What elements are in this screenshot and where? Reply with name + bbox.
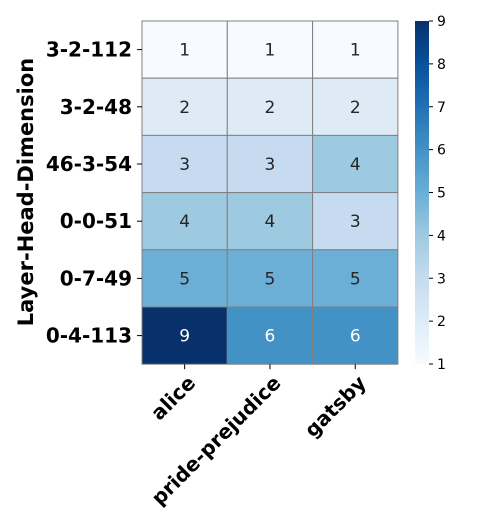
cell-value-label: 6: [350, 327, 361, 347]
heatmap-cell: [312, 20, 399, 79]
cell-value-label: 5: [179, 269, 190, 289]
cell-value-label: 3: [179, 155, 190, 175]
cell-value-label: 1: [179, 41, 190, 61]
x-tick-label: gatsby: [300, 371, 371, 442]
y-tick-label: 3-2-112: [46, 38, 132, 62]
colorbar-tick-label: 3: [437, 271, 446, 287]
heatmap-cell: [312, 77, 399, 136]
cell-value-label: 5: [265, 269, 276, 289]
y-tick-label: 46-3-54: [46, 152, 132, 176]
x-tick-label: alice: [146, 371, 200, 425]
cell-value-label: 1: [350, 41, 361, 61]
colorbar-tick-label: 5: [437, 186, 446, 202]
heatmap-cell: [312, 306, 399, 365]
cell-value-label: 4: [265, 212, 276, 232]
heatmap-cell: [141, 77, 228, 136]
y-axis-ticks: 3-2-112 3-2-48 46-3-54 0-0-51 0-7-49 0-4-113: [46, 38, 142, 348]
colorbar-tick-label: 4: [437, 228, 446, 244]
heatmap-cell: [226, 249, 314, 308]
heatmap-cell: [141, 20, 228, 79]
heatmap-cells: 1 1 1 2 2 2 3 3 4 4 4 3 5 5 5 9 6 6: [141, 20, 399, 365]
heatmap-cell: [226, 306, 314, 365]
heatmap-cell: [312, 249, 399, 308]
heatmap-cell: [312, 192, 399, 251]
cell-value-label: 3: [350, 212, 361, 232]
cell-value-label: 6: [265, 327, 276, 347]
cell-value-label: 2: [265, 98, 276, 118]
cell-value-label: 1: [265, 41, 276, 61]
cell-value-label: 5: [350, 269, 361, 289]
cell-value-label: 2: [179, 98, 190, 118]
colorbar-tick-label: 7: [437, 100, 446, 116]
y-tick-label: 0-0-51: [60, 209, 132, 233]
cell-value-label: 9: [179, 327, 190, 347]
cell-value-label: 3: [265, 155, 276, 175]
heatmap-cell: [226, 20, 314, 79]
colorbar-tick-label: 9: [437, 14, 446, 30]
y-axis-label: Layer-Head-Dimension: [14, 58, 38, 326]
colorbar-ticks: 1 2 3 4 5 6 7 8 9: [429, 14, 446, 373]
colorbar-tick-label: 1: [437, 357, 446, 373]
colorbar: [415, 21, 429, 364]
y-tick-label: 0-4-113: [46, 324, 132, 348]
colorbar-tick-label: 8: [437, 57, 446, 73]
y-tick-label: 3-2-48: [60, 95, 132, 119]
colorbar-tick-label: 2: [437, 314, 446, 330]
heatmap-cell: [141, 192, 228, 251]
cell-value-label: 2: [350, 98, 361, 118]
heatmap-cell: [226, 134, 314, 194]
cell-value-label: 4: [179, 212, 190, 232]
cell-value-label: 4: [350, 155, 361, 175]
y-tick-label: 0-7-49: [60, 266, 132, 290]
colorbar-tick-label: 6: [437, 143, 446, 159]
